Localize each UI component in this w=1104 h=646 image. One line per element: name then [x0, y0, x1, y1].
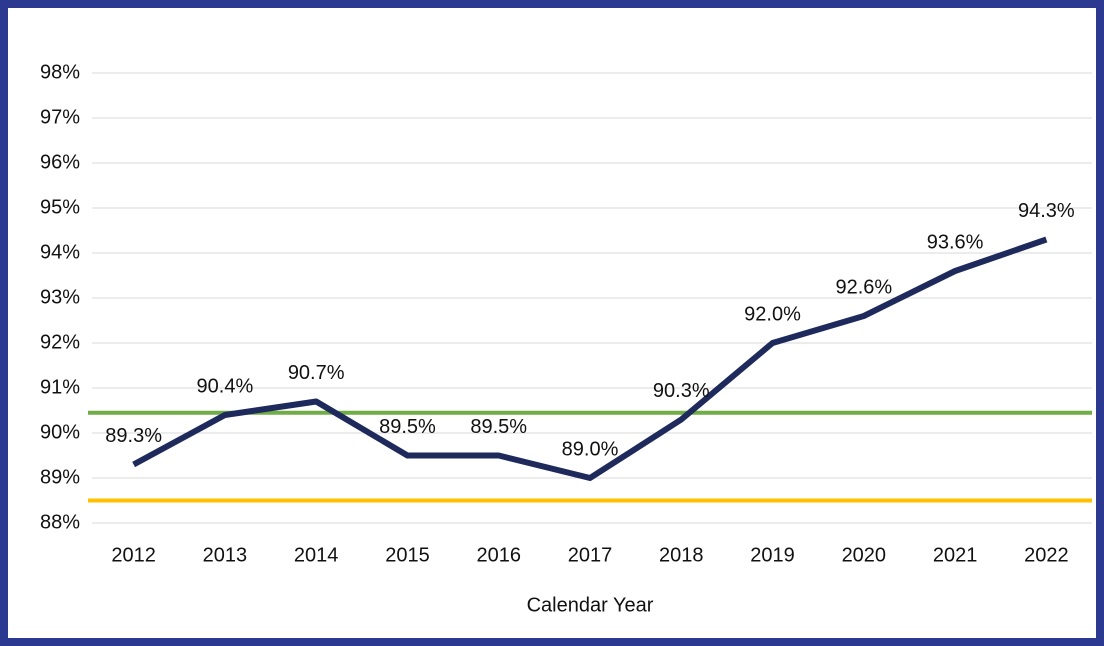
data-label: 92.6% — [835, 276, 892, 298]
data-label: 90.7% — [288, 362, 345, 384]
y-tick-label: 98% — [40, 61, 80, 83]
y-tick-label: 89% — [40, 466, 80, 488]
x-tick-label: 2018 — [659, 544, 704, 566]
y-tick-label: 97% — [40, 106, 80, 128]
y-tick-label: 93% — [40, 286, 80, 308]
y-tick-label: 96% — [40, 151, 80, 173]
data-label: 89.5% — [470, 416, 527, 438]
y-tick-label: 90% — [40, 421, 80, 443]
data-label: 94.3% — [1018, 200, 1075, 222]
data-label: 90.3% — [653, 380, 710, 402]
x-tick-label: 2022 — [1024, 544, 1069, 566]
x-tick-label: 2014 — [294, 544, 339, 566]
y-tick-label: 91% — [40, 376, 80, 398]
data-label: 92.0% — [744, 303, 801, 325]
data-label: 89.3% — [105, 425, 162, 447]
x-axis-label: Calendar Year — [527, 594, 654, 616]
x-tick-label: 2021 — [933, 544, 978, 566]
x-tick-label: 2020 — [842, 544, 887, 566]
x-tick-label: 2017 — [568, 544, 613, 566]
x-tick-label: 2015 — [385, 544, 430, 566]
series-line — [132, 236, 1048, 481]
data-label: 93.6% — [927, 231, 984, 253]
x-tick-label: 2019 — [750, 544, 795, 566]
y-tick-label: 92% — [40, 331, 80, 353]
y-tick-label: 88% — [40, 511, 80, 533]
x-tick-label: 2012 — [111, 544, 156, 566]
x-tick-label: 2016 — [476, 544, 521, 566]
data-label: 90.4% — [197, 375, 254, 397]
y-tick-label: 94% — [40, 241, 80, 263]
y-tick-label: 95% — [40, 196, 80, 218]
x-tick-label: 2013 — [203, 544, 248, 566]
data-label: 89.0% — [562, 438, 619, 460]
data-label: 89.5% — [379, 416, 436, 438]
